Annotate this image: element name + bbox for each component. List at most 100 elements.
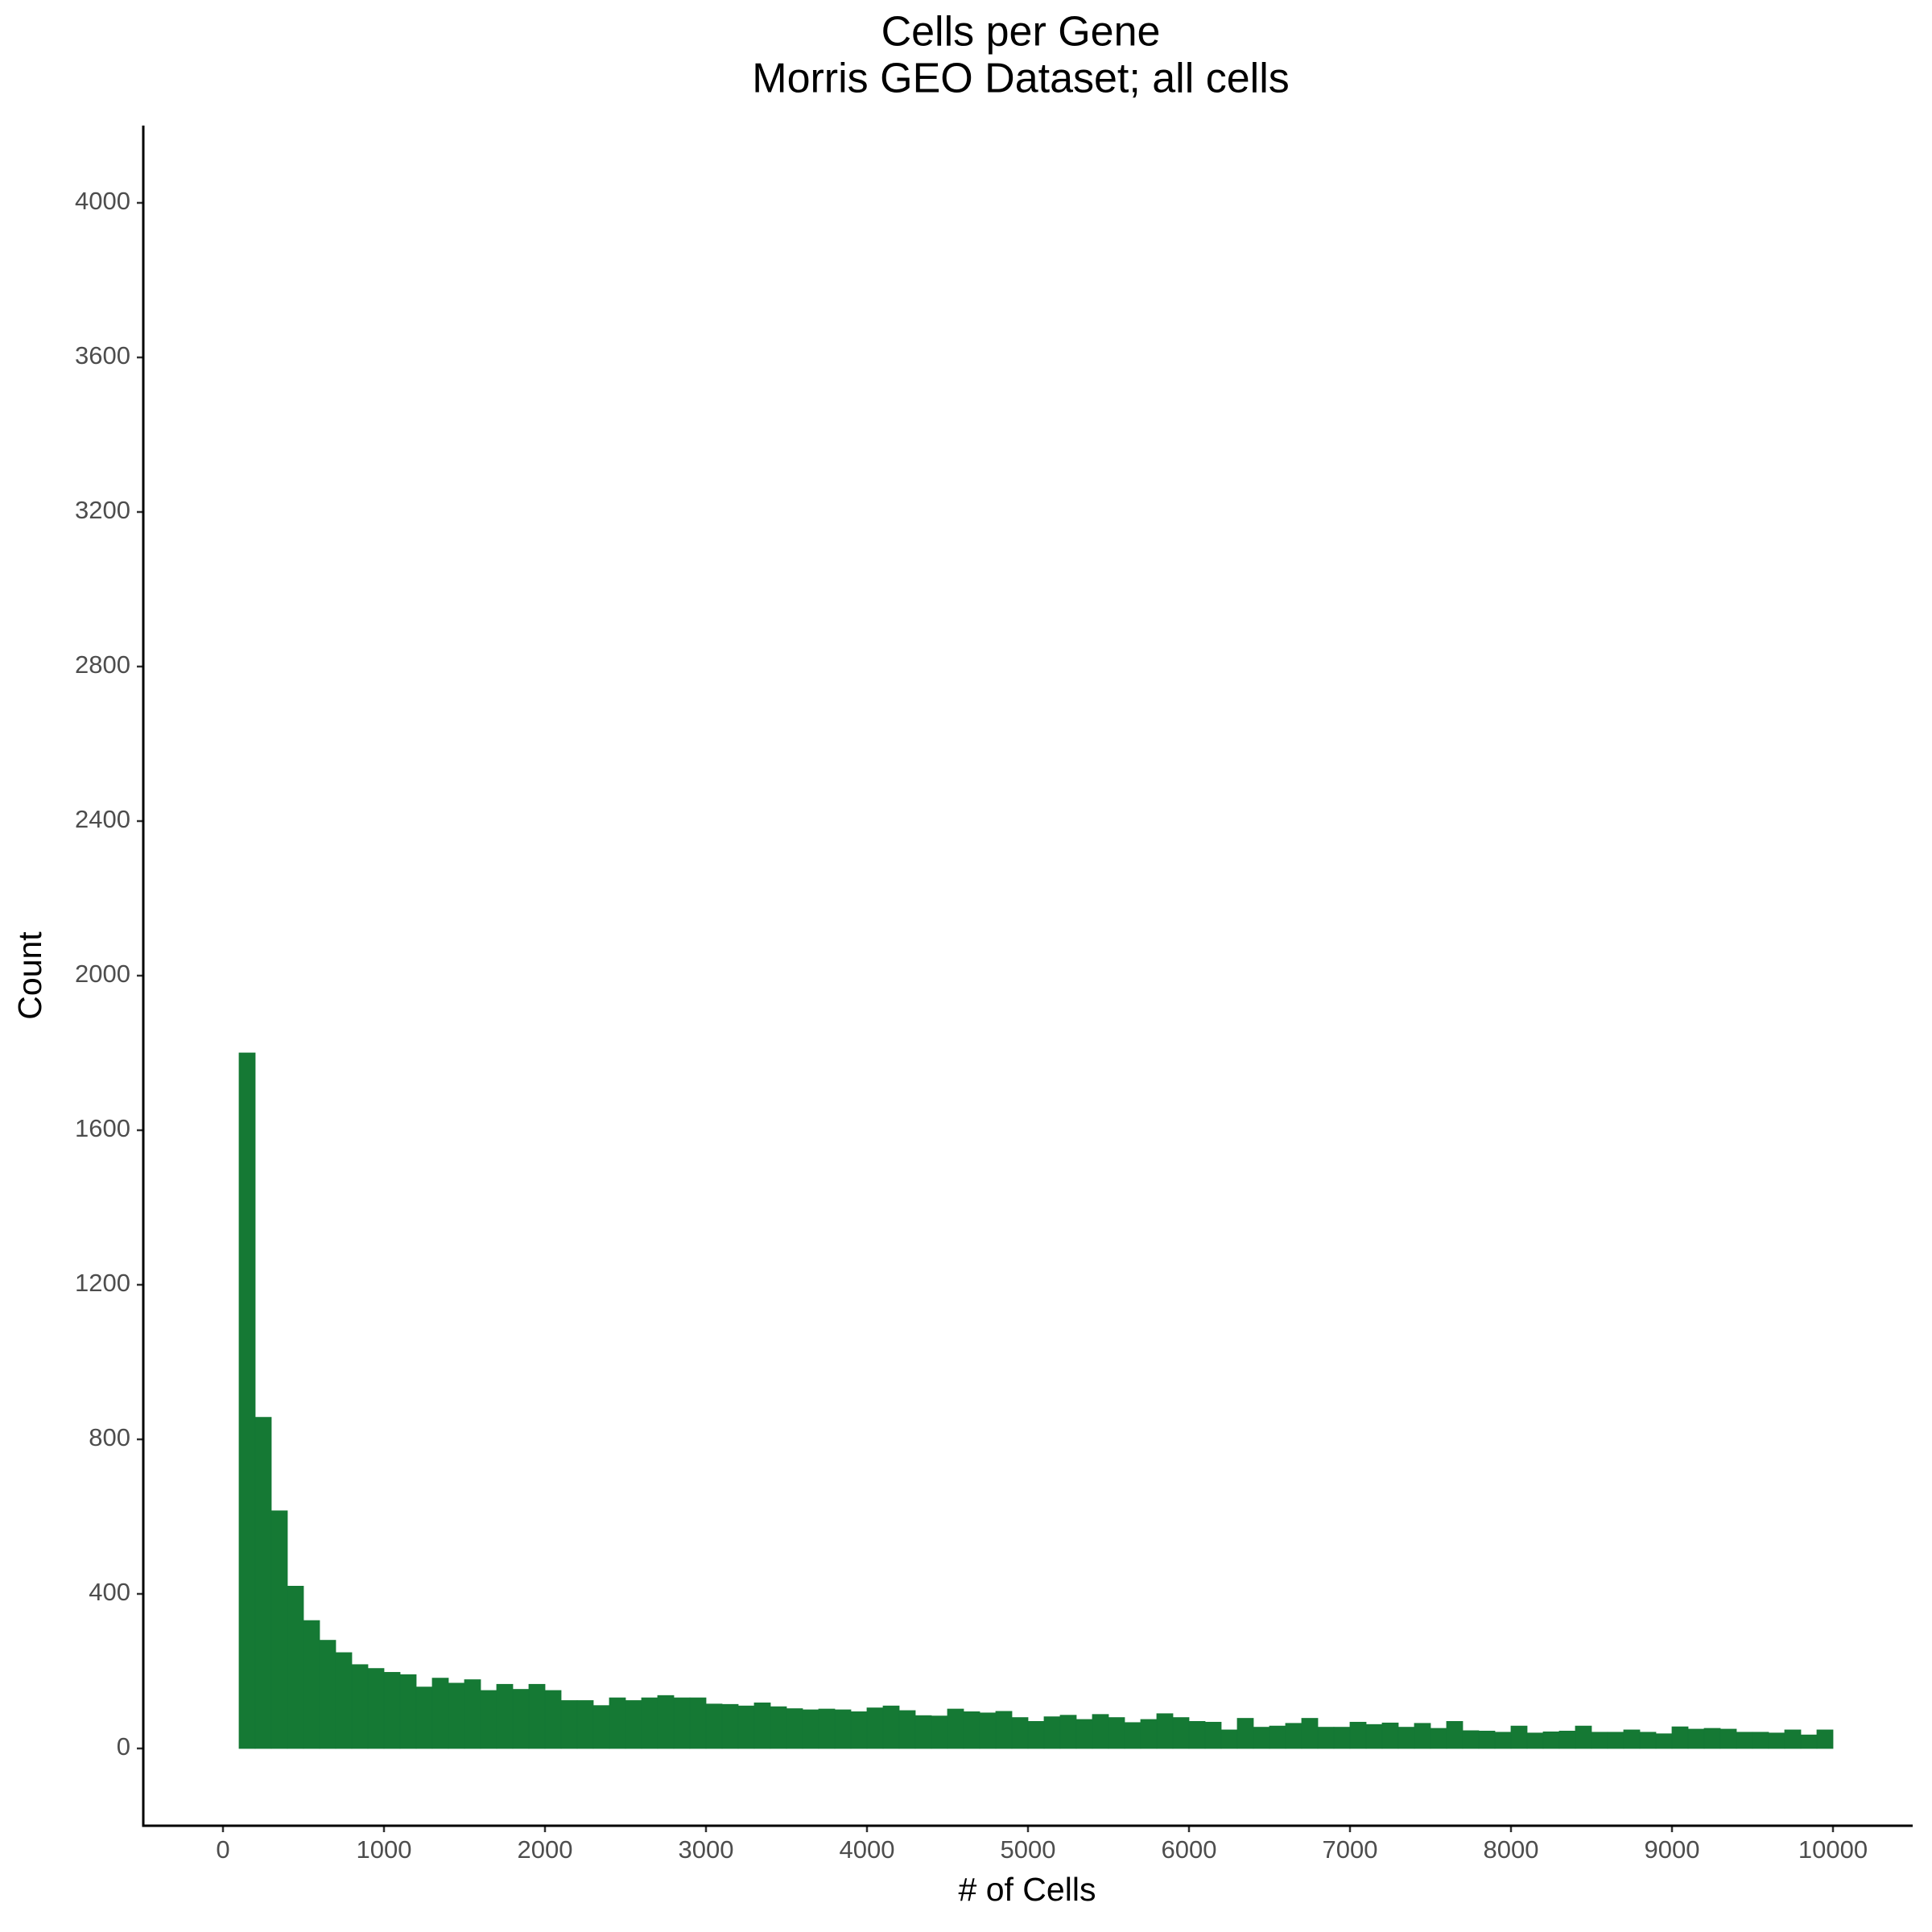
bar — [528, 1683, 546, 1749]
bar — [657, 1695, 675, 1749]
y-tick-label: 800 — [89, 1423, 130, 1451]
bar — [705, 1703, 723, 1749]
bar — [1317, 1727, 1335, 1749]
y-tick-label: 1600 — [75, 1114, 130, 1142]
bar — [625, 1700, 642, 1749]
bar — [1655, 1733, 1673, 1749]
y-tick-label: 2000 — [75, 960, 130, 988]
y-tick-label: 1200 — [75, 1269, 130, 1297]
bar — [1575, 1725, 1592, 1749]
bar — [431, 1678, 449, 1749]
bar — [560, 1700, 578, 1749]
bar — [351, 1664, 369, 1749]
bar — [1687, 1728, 1705, 1749]
bar — [770, 1706, 787, 1749]
bar — [1188, 1720, 1206, 1749]
bar — [1075, 1719, 1093, 1749]
bar — [1542, 1731, 1560, 1749]
bar — [1204, 1721, 1222, 1749]
bar — [995, 1711, 1013, 1749]
bar — [898, 1710, 916, 1749]
bar — [641, 1697, 658, 1749]
bar — [544, 1690, 562, 1749]
bar — [1172, 1717, 1190, 1749]
bar — [1349, 1721, 1367, 1749]
bar — [721, 1703, 739, 1749]
x-tick-label: 9000 — [1645, 1835, 1700, 1864]
bar — [1526, 1732, 1544, 1749]
bar — [1800, 1734, 1818, 1749]
bar — [1253, 1727, 1270, 1749]
bar — [1414, 1723, 1431, 1749]
x-tick-label: 5000 — [1001, 1835, 1056, 1864]
bar — [592, 1705, 610, 1749]
bar — [1092, 1714, 1109, 1749]
bar — [303, 1620, 320, 1749]
bar — [1462, 1730, 1480, 1749]
bar — [914, 1715, 932, 1749]
bar — [448, 1682, 465, 1749]
bar — [1220, 1729, 1238, 1749]
bar — [1236, 1718, 1254, 1749]
bar — [850, 1711, 868, 1749]
y-tick-label: 2800 — [75, 650, 130, 679]
bar — [1059, 1715, 1077, 1749]
bar — [1446, 1720, 1463, 1749]
bar — [1156, 1713, 1174, 1749]
bar — [1752, 1732, 1769, 1749]
y-tick-label: 0 — [117, 1732, 130, 1761]
bar — [1043, 1716, 1061, 1749]
bar — [673, 1697, 691, 1749]
bar — [319, 1640, 336, 1749]
bar — [1124, 1722, 1141, 1749]
y-tick-label: 3600 — [75, 341, 130, 369]
bar — [238, 1052, 256, 1749]
bar — [1703, 1728, 1721, 1749]
bar — [1365, 1724, 1383, 1749]
bar — [802, 1709, 819, 1749]
bar — [383, 1672, 401, 1749]
bar — [947, 1708, 964, 1749]
bar — [1011, 1717, 1029, 1749]
bar — [1510, 1725, 1528, 1749]
bar — [1784, 1729, 1802, 1749]
bar — [1494, 1732, 1512, 1749]
bar — [1430, 1728, 1447, 1749]
bar — [931, 1715, 948, 1749]
bar — [818, 1708, 836, 1749]
bar — [979, 1712, 997, 1749]
bar — [753, 1702, 771, 1749]
bar — [609, 1697, 626, 1749]
x-tick-label: 8000 — [1484, 1835, 1539, 1864]
x-tick-label: 6000 — [1162, 1835, 1217, 1864]
x-tick-label: 1000 — [357, 1835, 412, 1864]
y-tick-label: 2400 — [75, 805, 130, 833]
chart-title: Cells per Gene — [881, 9, 1161, 56]
chart-subtitle: Morris GEO Dataset; all cells — [752, 56, 1290, 102]
bar — [1269, 1725, 1286, 1749]
x-tick-label: 3000 — [679, 1835, 734, 1864]
bar — [1736, 1732, 1753, 1749]
bar — [1719, 1728, 1737, 1749]
bar — [1558, 1730, 1576, 1749]
x-tick-label: 10000 — [1798, 1835, 1868, 1864]
bar — [689, 1697, 707, 1749]
x-tick-label: 4000 — [840, 1835, 895, 1864]
bar — [415, 1686, 433, 1749]
bar — [866, 1707, 884, 1749]
bar — [254, 1417, 272, 1749]
bar — [1381, 1722, 1399, 1749]
bar — [1397, 1727, 1415, 1749]
bar — [1027, 1720, 1045, 1749]
y-axis-title: Count — [11, 931, 48, 1020]
y-tick-label: 3200 — [75, 496, 130, 524]
bar — [882, 1705, 900, 1749]
x-axis-title: # of Cells — [959, 1871, 1096, 1908]
y-tick-label: 400 — [89, 1578, 130, 1606]
bar — [1478, 1730, 1496, 1749]
bar — [1623, 1729, 1641, 1749]
bar — [1768, 1732, 1785, 1749]
bar — [576, 1700, 594, 1749]
